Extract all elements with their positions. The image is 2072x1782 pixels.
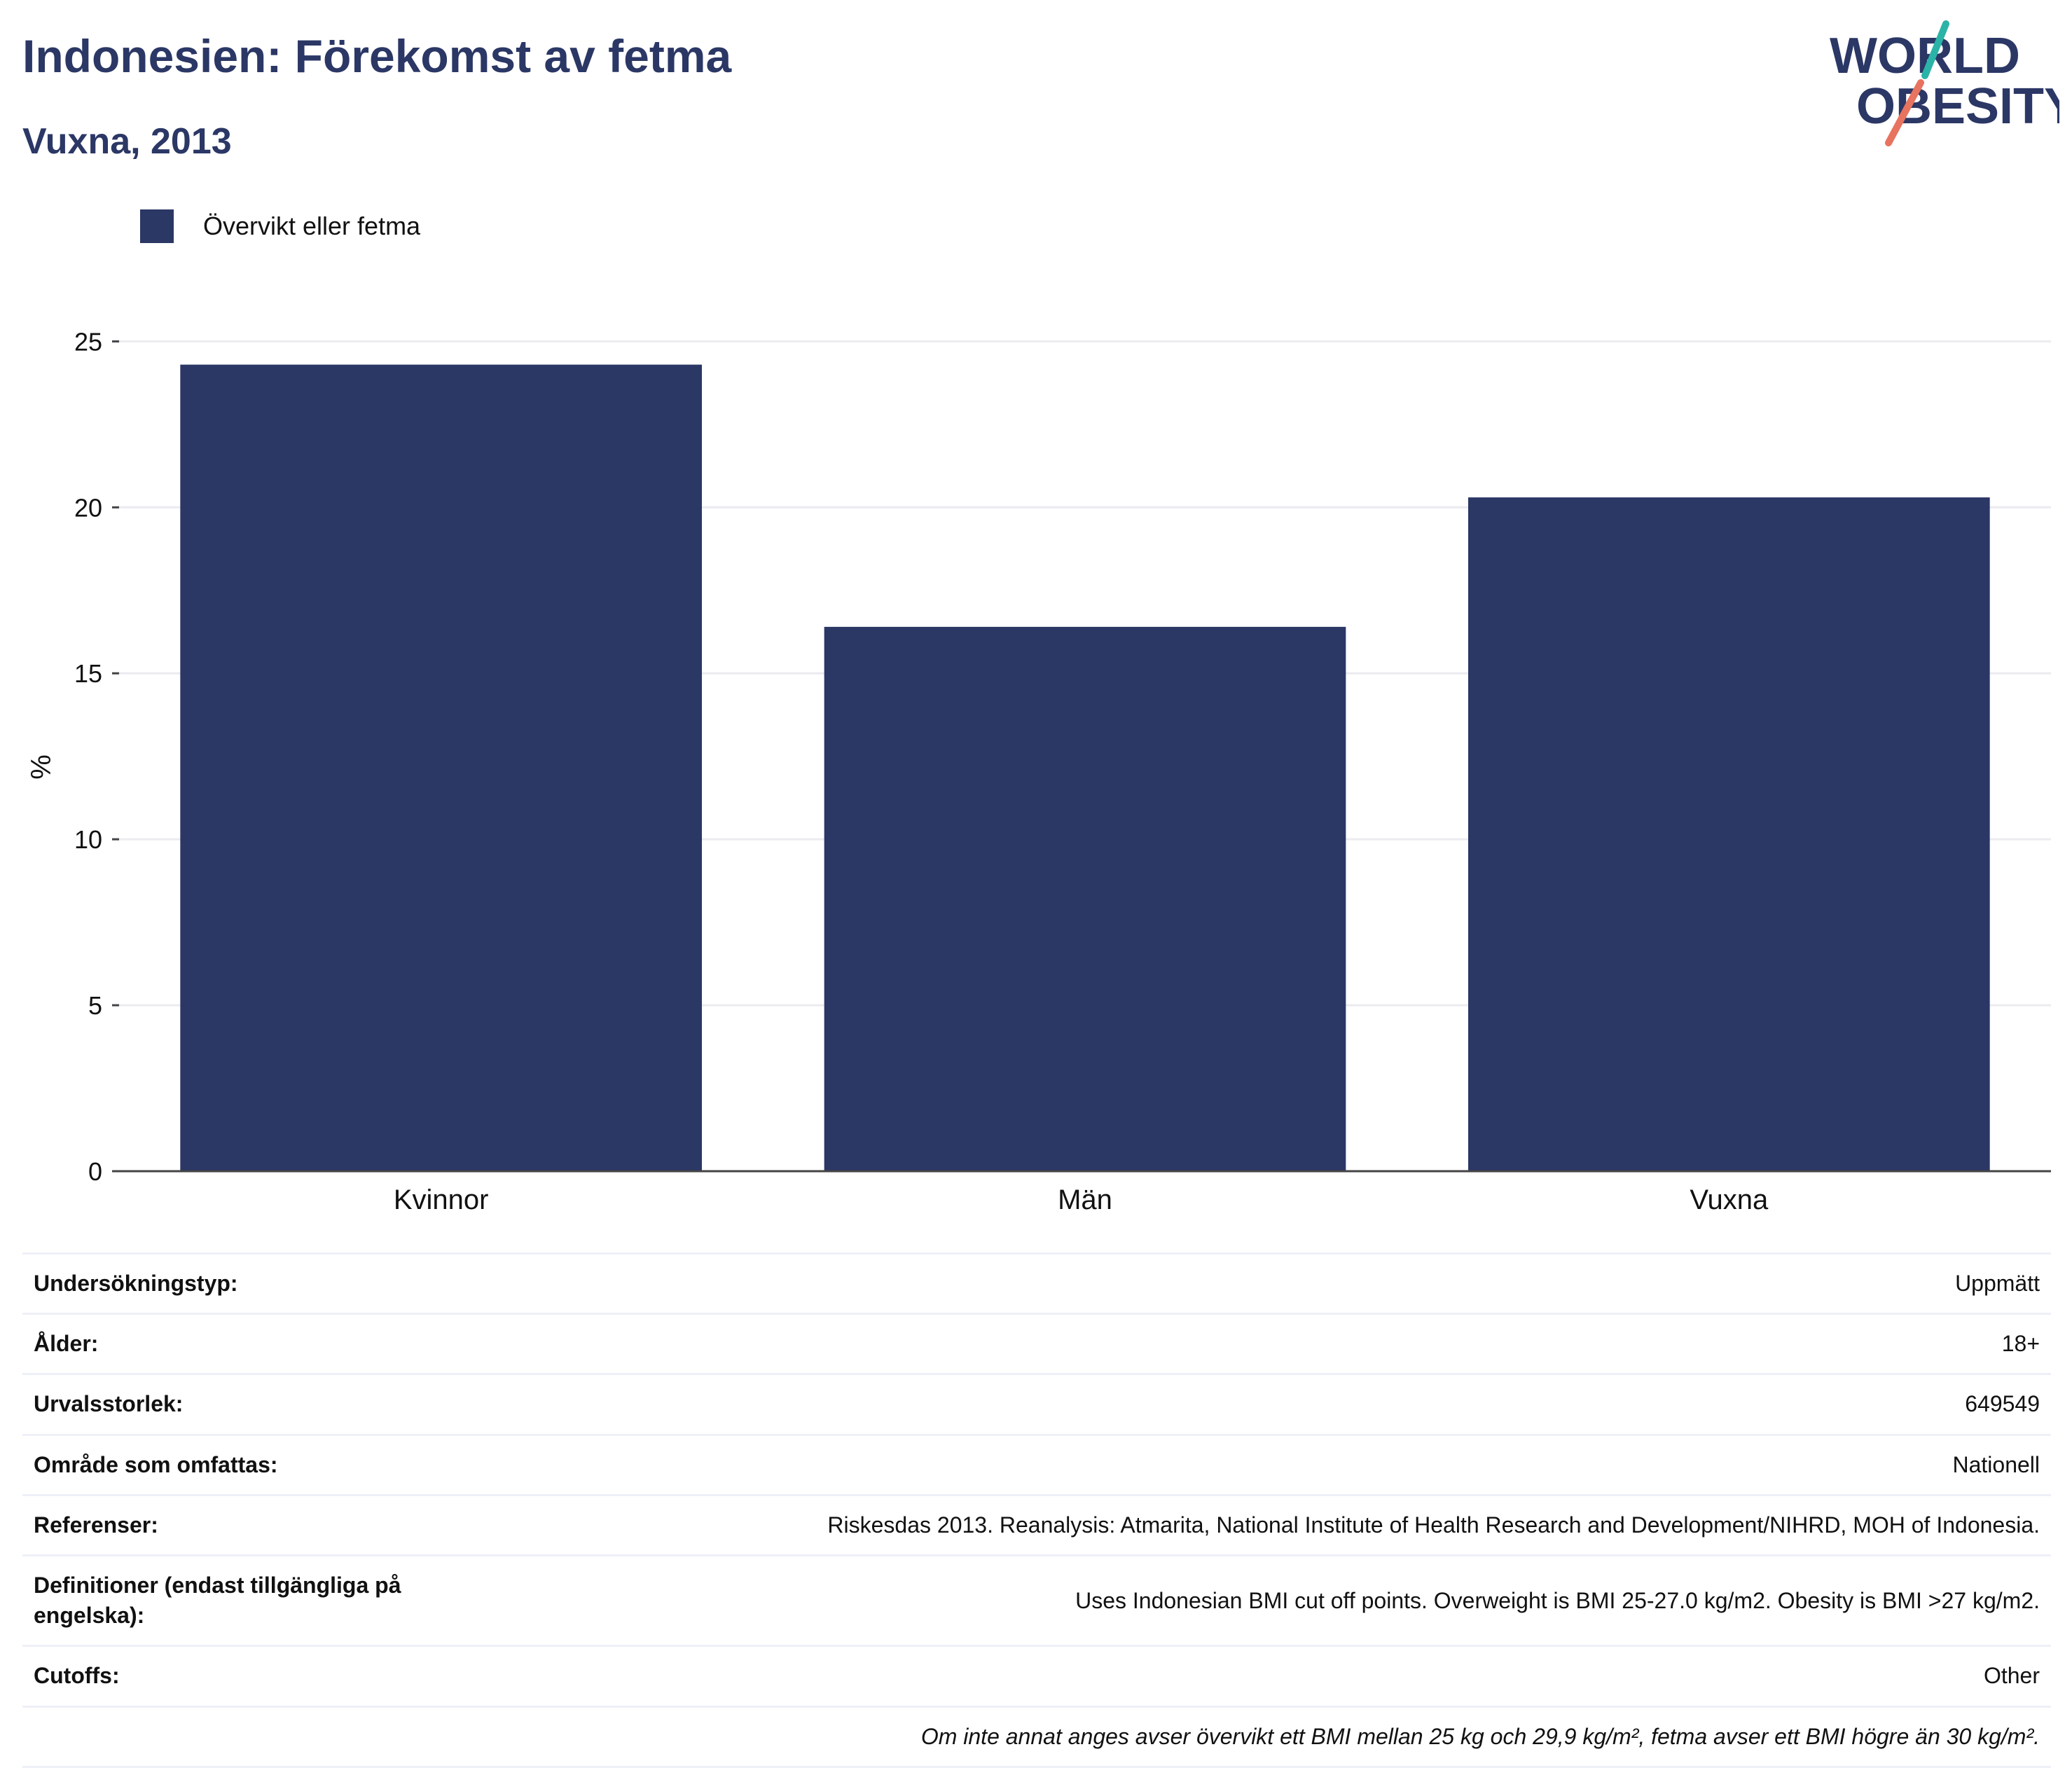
chart-legend: Övervikt eller fetma (140, 209, 420, 244)
logo-teal-slash (1921, 20, 1949, 79)
info-label: Urvalsstorlek: (22, 1373, 479, 1435)
info-table: Undersökningstyp: Uppmätt Ålder: 18+ Urvalss… (22, 1252, 2051, 1768)
info-value: Uppmätt (479, 1252, 2051, 1314)
info-label: Område som omfattas: (22, 1433, 479, 1496)
chart-subtitle: Vuxna, 2013 (22, 121, 232, 162)
bar-kvinnor[interactable] (180, 364, 702, 1171)
chart-title: Indonesien: Förekomst av fetma (22, 30, 732, 82)
bars (180, 364, 1990, 1171)
info-value: 18+ (479, 1313, 2051, 1374)
info-label: Cutoffs: (22, 1645, 479, 1706)
legend-swatch (140, 209, 174, 243)
info-value: Other (479, 1645, 2051, 1706)
x-tick-label: Vuxna (1690, 1184, 1769, 1215)
info-row: Cutoffs: Other (22, 1645, 2051, 1706)
info-value: Uses Indonesian BMI cut off points. Over… (479, 1554, 2051, 1646)
info-row: Urvalsstorlek: 649549 (22, 1373, 2051, 1435)
y-tick-label: 10 (74, 825, 102, 854)
info-label: Definitioner (endast tillgängliga på eng… (22, 1554, 479, 1646)
bar-chart: 0 5 10 15 20 25 Kvinnor Män Vuxna % (26, 327, 2051, 1215)
info-row: Område som omfattas: Nationell (22, 1433, 2051, 1496)
definition-note: Om inte annat anges avser övervikt ett B… (22, 1705, 2051, 1768)
info-row: Referenser: Riskesdas 2013. Reanalysis: A… (22, 1493, 2051, 1556)
y-tick-label: 25 (74, 327, 102, 356)
y-tick-label: 20 (74, 493, 102, 522)
info-row: Definitioner (endast tillgängliga på eng… (22, 1554, 2051, 1646)
info-row: Ålder: 18+ (22, 1313, 2051, 1374)
bar-vuxna[interactable] (1468, 497, 1990, 1171)
world-obesity-logo: WORLD OBESITY (1830, 20, 2059, 146)
info-label: Referenser: (22, 1493, 479, 1556)
info-value: Nationell (479, 1433, 2051, 1496)
info-label: Ålder: (22, 1313, 479, 1374)
info-label: Undersökningstyp: (22, 1252, 479, 1314)
axis-ticks: 0 5 10 15 20 25 Kvinnor Män Vuxna (74, 327, 2051, 1215)
y-tick-label: 15 (74, 659, 102, 688)
x-tick-label: Kvinnor (394, 1184, 489, 1215)
info-value: Riskesdas 2013. Reanalysis: Atmarita, Na… (479, 1493, 2051, 1556)
info-row: Undersökningstyp: Uppmätt (22, 1252, 2051, 1314)
legend-label: Övervikt eller fetma (203, 212, 421, 240)
y-tick-label: 5 (88, 991, 102, 1020)
y-tick-label: 0 (88, 1157, 102, 1186)
x-tick-label: Män (1058, 1184, 1112, 1215)
bar-män[interactable] (824, 626, 1346, 1171)
info-value: 649549 (479, 1373, 2051, 1435)
logo-coral-slash (1885, 79, 1924, 146)
y-axis-label: % (26, 754, 57, 780)
info-note-row: Om inte annat anges avser övervikt ett B… (22, 1705, 2051, 1768)
logo-text-obesity: OBESITY (1856, 78, 2059, 134)
